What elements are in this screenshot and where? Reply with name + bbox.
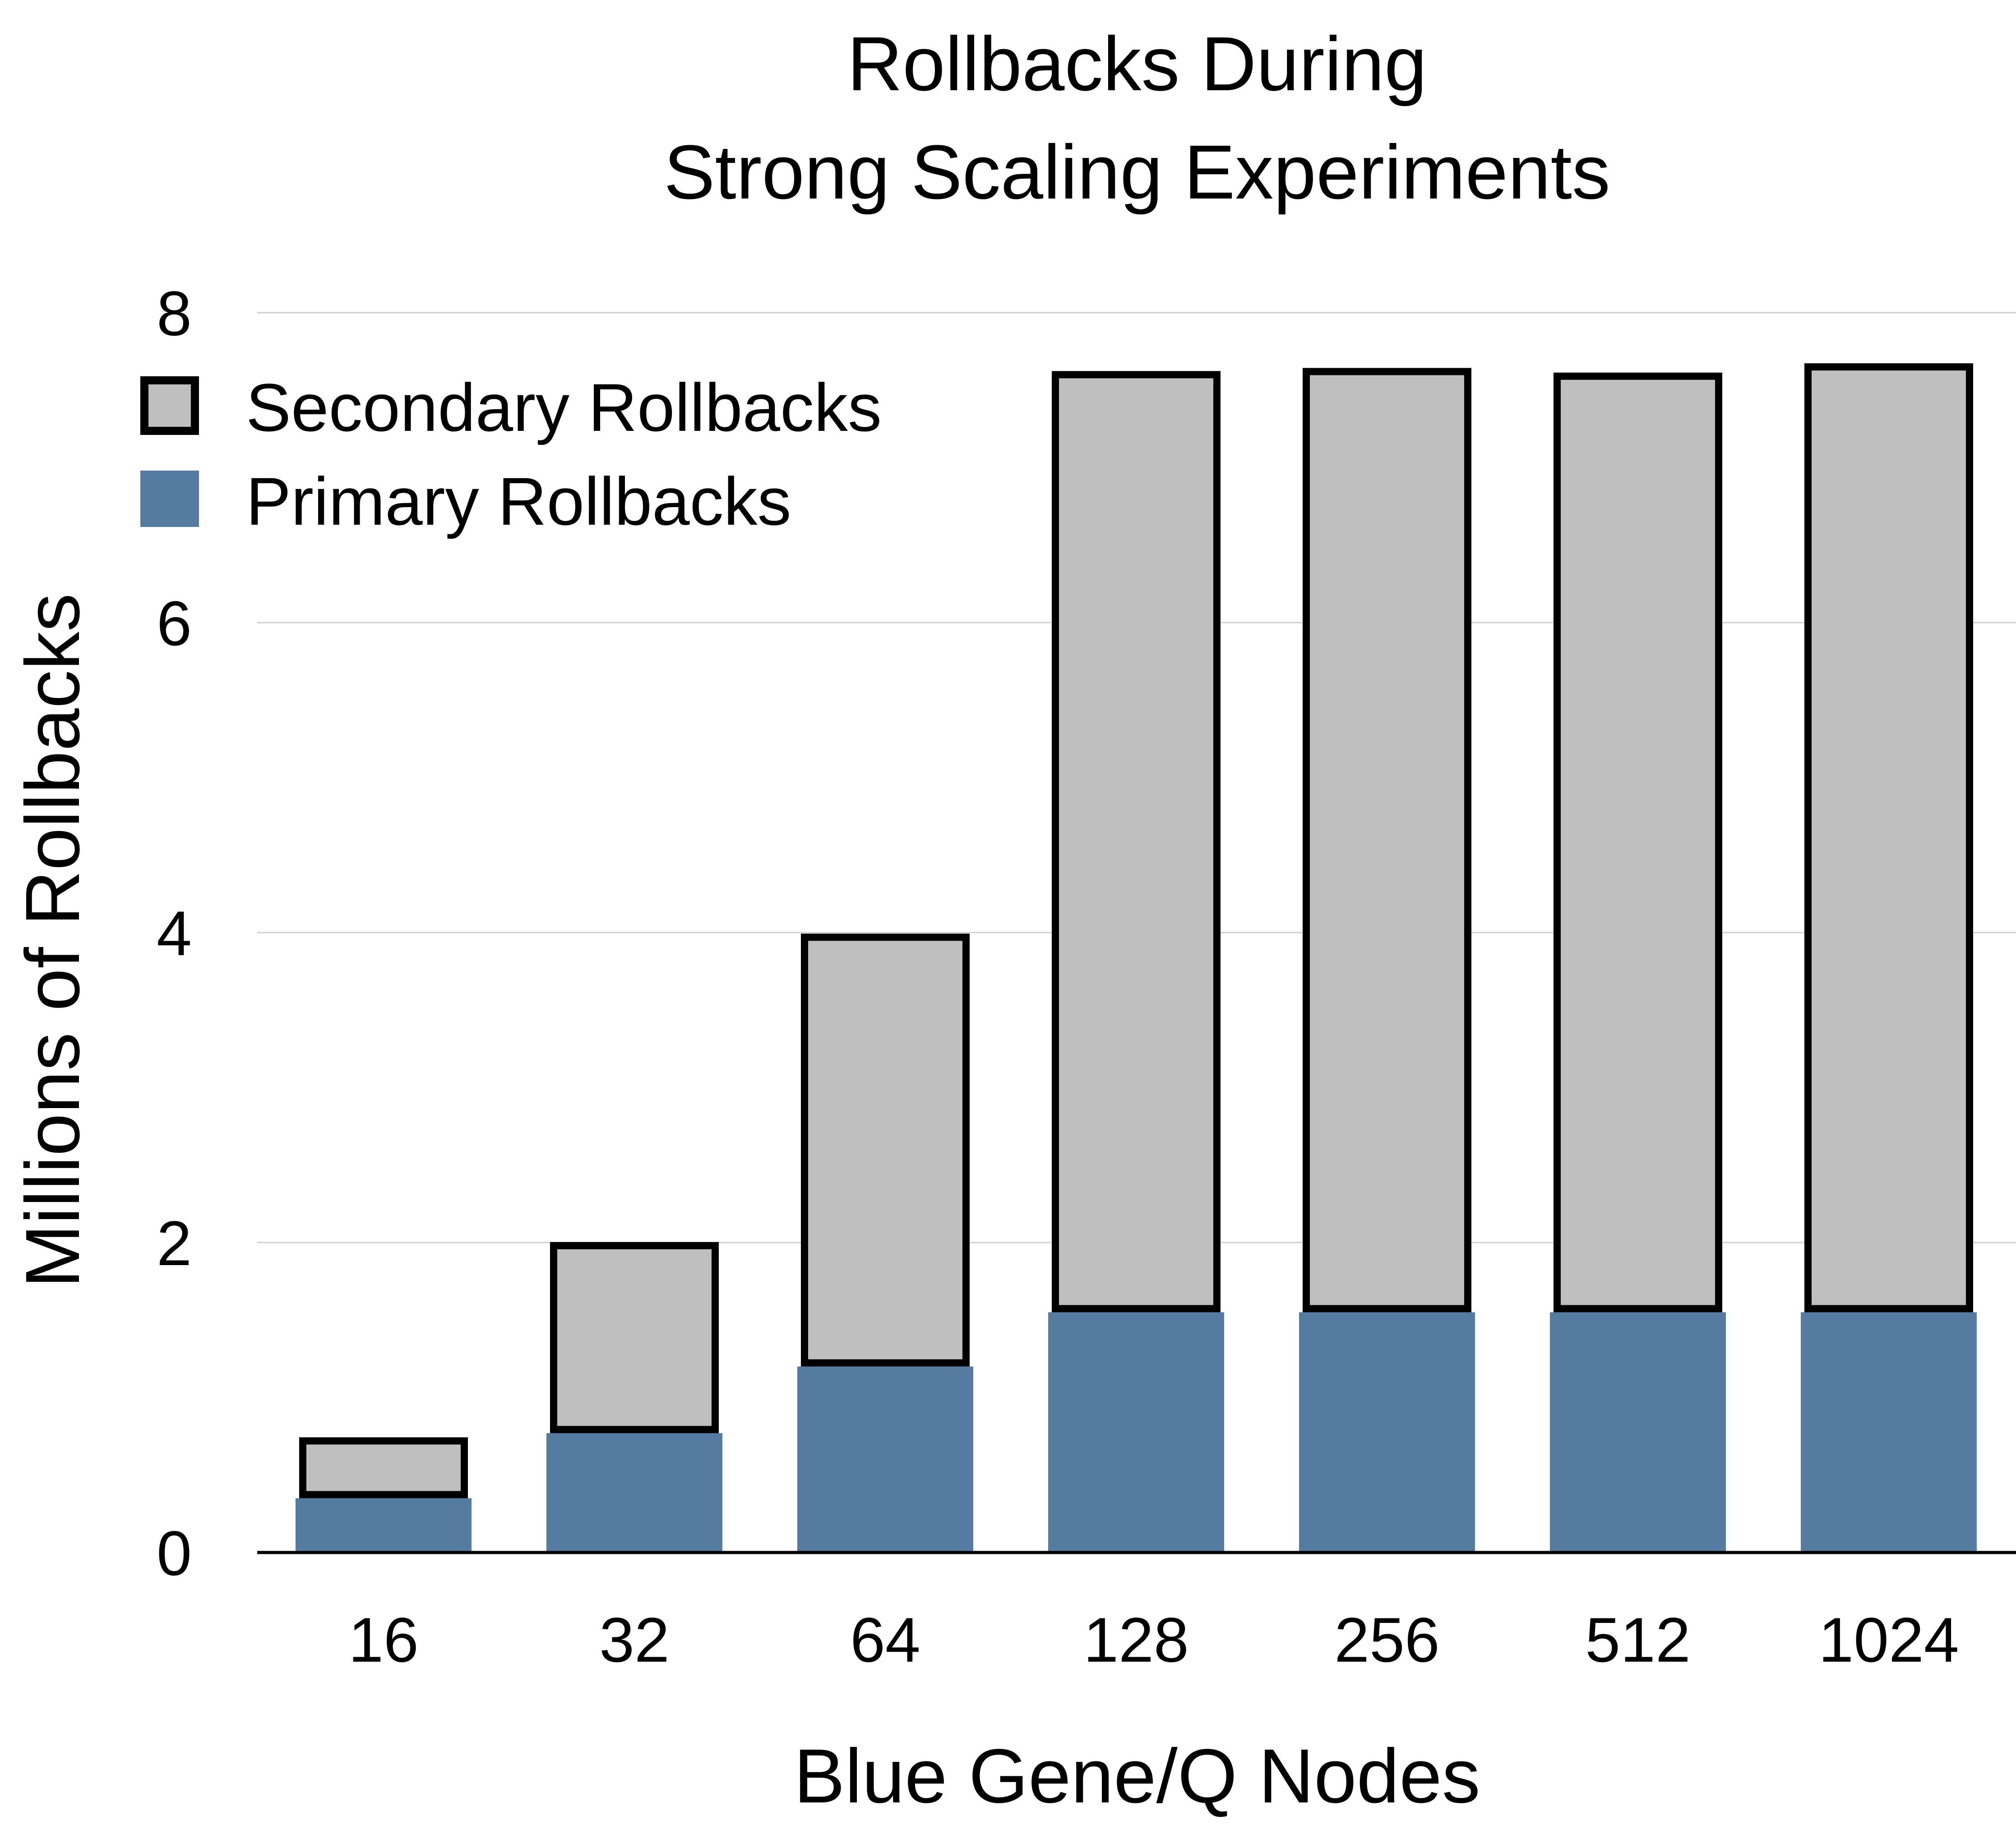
legend: Secondary Rollbacks Primary Rollbacks (140, 370, 882, 539)
bar-secondary-32 (550, 1242, 719, 1433)
legend-label-secondary: Secondary Rollbacks (246, 370, 882, 445)
x-tick-label: 16 (348, 1604, 419, 1675)
x-tick-label: 32 (599, 1604, 670, 1675)
bar-secondary-16 (299, 1437, 468, 1498)
x-tick-label: 256 (1334, 1604, 1440, 1675)
bar-primary-64 (797, 1366, 973, 1552)
bar-primary-256 (1299, 1312, 1475, 1552)
bar-secondary-1024 (1804, 363, 1973, 1312)
bar-secondary-64 (801, 933, 970, 1367)
bar-secondary-512 (1554, 372, 1722, 1312)
bar-secondary-256 (1303, 368, 1471, 1312)
y-tick-label: 4 (157, 898, 192, 969)
bar-primary-128 (1048, 1312, 1224, 1552)
y-tick-label: 6 (157, 588, 192, 659)
legend-swatch-primary (140, 471, 199, 527)
bar-primary-1024 (1801, 1312, 1977, 1552)
bar-primary-32 (546, 1433, 722, 1552)
y-tick-label: 0 (157, 1518, 192, 1589)
bar-primary-16 (296, 1498, 472, 1552)
legend-swatch-secondary (140, 376, 199, 435)
x-tick-label: 128 (1083, 1604, 1189, 1675)
y-tick-labels: 0 2 4 6 8 (157, 278, 192, 1589)
bar-primary-512 (1550, 1312, 1726, 1552)
x-axis-label: Blue Gene/Q Nodes (794, 1733, 1480, 1819)
bar-secondary-128 (1052, 371, 1221, 1312)
chart-title-line-1: Rollbacks During (847, 21, 1427, 107)
chart-title-line-2: Strong Scaling Experiments (664, 129, 1610, 215)
x-tick-labels: 16 32 64 128 256 512 1024 (348, 1604, 1959, 1675)
x-tick-label: 512 (1585, 1604, 1691, 1675)
y-tick-label: 8 (157, 278, 192, 349)
y-tick-label: 2 (157, 1208, 192, 1279)
bars (296, 363, 1977, 1552)
x-tick-label: 1024 (1818, 1604, 1959, 1675)
legend-label-primary: Primary Rollbacks (246, 463, 791, 539)
x-tick-label: 64 (850, 1604, 920, 1675)
y-axis-label: Millions of Rollbacks (10, 593, 96, 1288)
